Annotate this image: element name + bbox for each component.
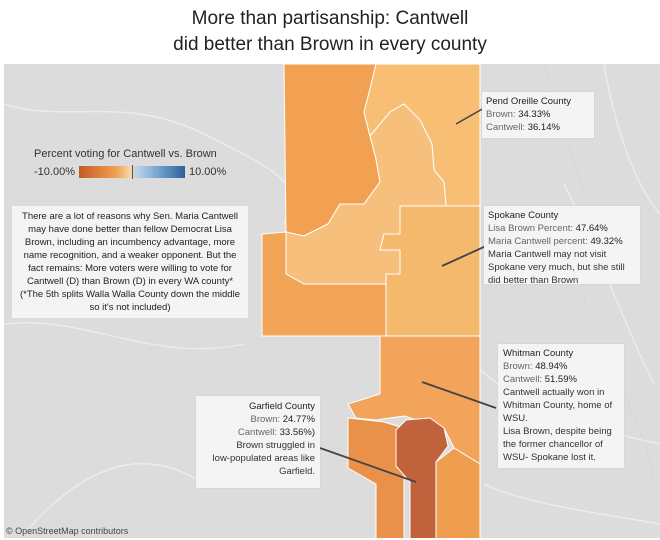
whitman-cantwell-value: 51.59% bbox=[544, 374, 577, 385]
pend-oreille-connector bbox=[455, 107, 485, 125]
pend-oreille-cantwell-value: 36.14% bbox=[527, 122, 560, 133]
spokane-comment-2: Spokane very much, but she still bbox=[488, 262, 625, 273]
spokane-callout: Spokane County Lisa Brown Percent: 47.64… bbox=[484, 206, 640, 286]
explanatory-note: There are a lot of reasons why Sen. Mari… bbox=[12, 206, 248, 318]
garfield-comment-3: Garfield. bbox=[279, 466, 315, 477]
legend-max-label: 10.00% bbox=[188, 166, 227, 178]
whitman-brown-label: Brown: bbox=[503, 361, 536, 372]
spokane-cantwell-label: Maria Cantwell percent: bbox=[488, 236, 591, 247]
whitman-comment-3: WSU. bbox=[503, 413, 528, 424]
legend-min-label: -10.00% bbox=[34, 166, 75, 178]
spokane-cantwell-value: 49.32% bbox=[590, 236, 623, 247]
garfield-brown-value: 24.77% bbox=[282, 414, 315, 425]
legend-zero-tick bbox=[131, 165, 133, 179]
whitman-brown-value: 48.94% bbox=[535, 361, 568, 372]
garfield-cantwell-value: 33.56%) bbox=[279, 427, 315, 438]
garfield-comment-2: low-populated areas like bbox=[212, 453, 315, 464]
whitman-callout: Whitman County Brown: 48.94% Cantwell: 5… bbox=[498, 344, 624, 468]
spokane-brown-value: 47.64% bbox=[575, 223, 608, 234]
pend-oreille-brown-label: Brown: bbox=[486, 109, 519, 120]
garfield-callout: Garfield County Brown: 24.77% Cantwell: … bbox=[196, 396, 320, 488]
whitman-comment-5: the former chancellor of bbox=[503, 439, 603, 450]
whitman-connector bbox=[421, 381, 497, 409]
spokane-brown-label: Lisa Brown Percent: bbox=[488, 223, 576, 234]
whitman-name: Whitman County bbox=[503, 348, 574, 359]
color-legend: Percent voting for Cantwell vs. Brown -1… bbox=[34, 148, 234, 179]
garfield-cantwell-label: Cantwell: bbox=[237, 427, 280, 438]
spokane-comment-3: did better than Brown bbox=[488, 275, 579, 286]
whitman-cantwell-label: Cantwell: bbox=[503, 374, 545, 385]
pend-oreille-callout: Pend Oreille County Brown: 34.33% Cantwe… bbox=[482, 92, 594, 138]
whitman-comment-6: WSU- Spokane lost it. bbox=[503, 452, 596, 463]
county-asotin[interactable] bbox=[435, 447, 481, 538]
note-text: There are a lot of reasons why Sen. Mari… bbox=[22, 211, 238, 287]
whitman-comment-1: Cantwell actually won in bbox=[503, 387, 605, 398]
map-svg[interactable] bbox=[4, 64, 660, 538]
spokane-name: Spokane County bbox=[488, 210, 559, 221]
whitman-comment-4: Lisa Brown, despite being bbox=[503, 426, 612, 437]
pend-oreille-cantwell-label: Cantwell: bbox=[486, 122, 528, 133]
map-attribution[interactable]: © OpenStreetMap contributors bbox=[6, 526, 129, 536]
pend-oreille-brown-value: 34.33% bbox=[518, 109, 551, 120]
county-whitman[interactable] bbox=[347, 335, 481, 465]
garfield-comment-1: Brown struggled in bbox=[236, 440, 315, 451]
garfield-name: Garfield County bbox=[248, 401, 315, 412]
title-line-1: More than partisanship: Cantwell bbox=[191, 8, 469, 29]
spokane-connector bbox=[441, 245, 487, 267]
note-footnote: (*The 5th splits Walla Walla County down… bbox=[19, 289, 240, 313]
legend-title: Percent voting for Cantwell vs. Brown bbox=[34, 148, 217, 160]
county-spokane[interactable] bbox=[379, 205, 481, 337]
spokane-comment-1: Maria Cantwell may not visit bbox=[488, 249, 607, 260]
page-title: More than partisanship: Cantwell did bet… bbox=[0, 6, 660, 58]
whitman-comment-2: Whitman County, home of bbox=[503, 400, 613, 411]
legend-color-ramp bbox=[78, 165, 185, 179]
county-columbia[interactable] bbox=[347, 417, 405, 538]
title-line-2: did better than Brown in every county bbox=[173, 34, 487, 55]
pend-oreille-name: Pend Oreille County bbox=[486, 96, 572, 107]
garfield-brown-label: Brown: bbox=[250, 414, 283, 425]
garfield-connector bbox=[319, 447, 417, 483]
